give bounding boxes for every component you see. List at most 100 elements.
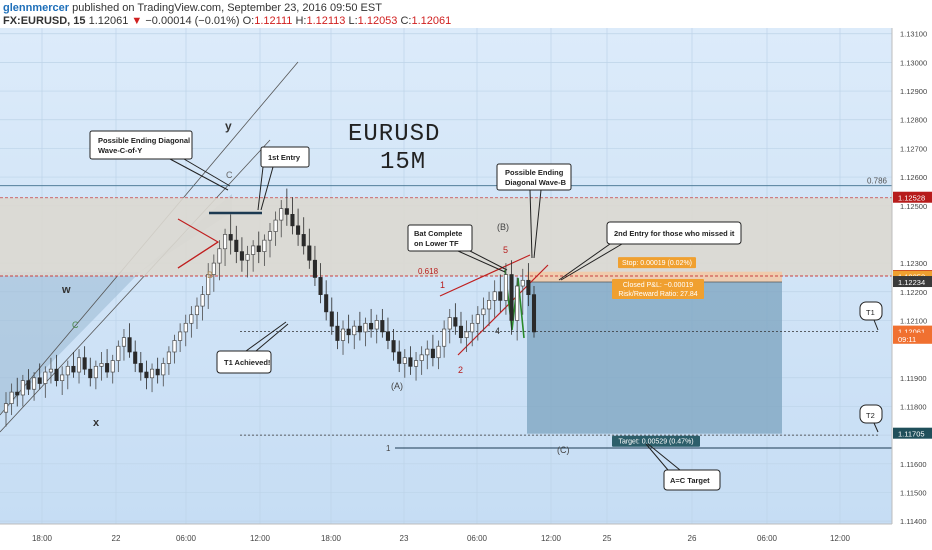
candle-body — [402, 357, 407, 364]
candlestick-series — [3, 188, 537, 427]
wave-label-c-lower: C — [72, 320, 79, 330]
stop-zone-rect — [527, 271, 782, 283]
candle-body — [442, 328, 447, 347]
candle-body — [144, 371, 149, 379]
ac-level-label: 1 — [386, 444, 391, 453]
candle-body — [93, 365, 98, 379]
time-axis[interactable] — [0, 524, 932, 550]
candle-body — [503, 274, 508, 301]
wave-label-c: C — [226, 170, 233, 180]
candle-body — [48, 368, 53, 373]
candle-body — [526, 279, 531, 295]
wave-label-y: y — [225, 119, 232, 133]
candle-body — [116, 345, 121, 361]
price-tick-label: 1.12500 — [900, 202, 927, 211]
candle-body — [234, 239, 239, 252]
callout-first-entry-text: 1st Entry — [268, 153, 301, 162]
triangle-wave-b-base — [177, 241, 219, 269]
candle-body — [228, 234, 233, 241]
candle-body — [369, 322, 374, 330]
candle-body — [430, 348, 435, 359]
bubble-t2-text: T2 — [866, 411, 875, 420]
candle-body — [447, 317, 452, 330]
candle-body — [284, 208, 289, 215]
price-tick-label: 1.11400 — [900, 517, 927, 526]
price-change: −0.00014 (−0.01%) — [145, 15, 240, 27]
open-value: 1.12111 — [254, 15, 293, 27]
candle-body — [380, 320, 385, 333]
candle-body — [71, 365, 76, 373]
candle-body — [374, 320, 379, 330]
price-axis-marker — [893, 325, 932, 337]
change-arrow-icon: ▼ — [131, 15, 143, 27]
callout-ending-diagonal-b-line2: Diagonal Wave-B — [505, 178, 567, 187]
chart-header: glennmercer published on TradingView.com… — [0, 0, 932, 28]
fib-level-label: 0.786 — [867, 177, 888, 186]
callout-ending-diagonal-b-line1: Possible Ending — [505, 168, 564, 177]
price-tick-label: 1.12300 — [900, 259, 927, 268]
callout-t1-achieved: T1 Achieved! — [216, 321, 289, 374]
candle-body — [166, 351, 171, 364]
callout-second-entry: 2nd Entry for those who missed it — [558, 221, 742, 281]
candle-body — [515, 285, 520, 321]
candle-body — [127, 337, 132, 353]
close-label: C: — [400, 15, 412, 27]
candle-body — [436, 345, 441, 359]
time-tick-label: 18:00 — [32, 534, 53, 543]
candle-body — [340, 328, 346, 341]
price-axis-marker-text: 09:11 — [898, 335, 916, 344]
close-value: 1.12061 — [411, 15, 452, 27]
stop-label-box — [618, 257, 696, 269]
candle-body — [458, 325, 464, 338]
candle-body — [397, 351, 402, 364]
candle-body — [54, 368, 59, 381]
candle-body — [110, 360, 115, 373]
candle-body — [223, 234, 228, 250]
last-price: 1.12061 — [88, 15, 129, 27]
rr-label-text: Risk/Reward Ratio: 27.84 — [618, 291, 697, 298]
pnl-label-box — [612, 279, 704, 300]
candle-body — [531, 294, 537, 333]
price-axis-marker — [893, 191, 932, 203]
candle-body — [88, 368, 93, 379]
candle-body — [487, 300, 492, 310]
candle-body — [150, 368, 155, 379]
time-tick-label: 12:00 — [541, 534, 562, 543]
price-axis-marker — [893, 427, 932, 439]
candle-body — [307, 245, 312, 261]
candle-body — [37, 377, 42, 384]
candle-body — [262, 239, 267, 252]
price-tick-label: 1.12200 — [900, 288, 927, 297]
open-label: O: — [242, 15, 255, 27]
stop-label-text: Stop: 0.00019 (0.02%) — [622, 260, 692, 267]
target-label-text: Target: 0.00529 (0.47%) — [618, 439, 693, 446]
time-tick-label: 12:00 — [250, 534, 271, 543]
candle-body — [312, 259, 317, 278]
price-axis-marker-text: 1.12528 — [898, 194, 925, 203]
price-tick-label: 1.12600 — [900, 173, 927, 182]
candle-body — [99, 363, 104, 367]
candle-body — [481, 308, 486, 316]
candle-body — [498, 291, 503, 301]
author-link[interactable]: glennmercer — [3, 2, 70, 14]
candle-body — [121, 337, 126, 347]
price-axis-marker-text: 1.12061 — [898, 328, 925, 337]
time-tick-label: 06:00 — [757, 534, 778, 543]
bat-pattern-lower-line — [457, 264, 549, 356]
time-tick-label: 26 — [688, 534, 697, 543]
time-tick-label: 18:00 — [321, 534, 342, 543]
candle-body — [520, 279, 525, 287]
candle-body — [318, 277, 323, 295]
position-tool[interactable]: Stop: 0.00019 (0.02%) Closed P&L: −0.0001… — [527, 257, 782, 447]
candle-body — [267, 231, 273, 241]
callout-bat-complete: Bat Complete on Lower TF — [407, 224, 508, 273]
wave-label-x: x — [93, 417, 100, 429]
low-value: 1.12053 — [357, 15, 398, 27]
candle-body — [492, 291, 497, 301]
price-tick-label: 1.12800 — [900, 116, 927, 125]
candle-body — [172, 340, 177, 353]
price-tick-label: 1.11500 — [900, 488, 927, 497]
candle-body — [363, 322, 368, 333]
